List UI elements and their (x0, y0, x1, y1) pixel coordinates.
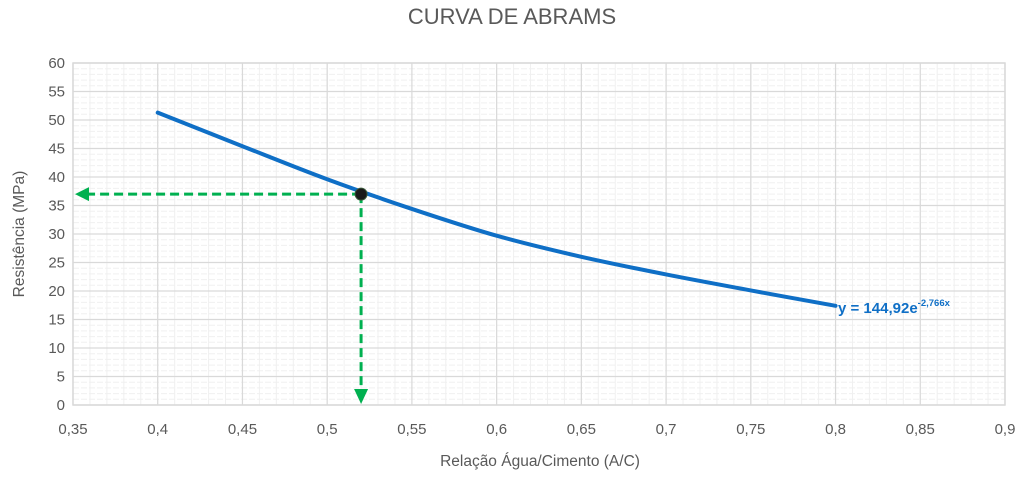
x-tick-label: 0,7 (656, 421, 677, 438)
x-tick-label: 0,8 (825, 421, 846, 438)
trendline-equation: y = 144,92e-2,766x (838, 298, 951, 317)
y-tick-label: 40 (48, 169, 65, 186)
highlight-point (354, 187, 368, 201)
x-tick-label: 0,55 (397, 421, 426, 438)
x-tick-label: 0,85 (906, 421, 935, 438)
series-line (155, 110, 838, 308)
x-tick-label: 0,5 (317, 421, 338, 438)
y-tick-label: 35 (48, 198, 65, 215)
x-tick-label: 0,35 (58, 421, 87, 438)
y-tick-label: 60 (48, 55, 65, 72)
left-arrowhead-icon (75, 187, 89, 202)
y-tick-label: 20 (48, 283, 65, 300)
x-tick-label: 0,9 (995, 421, 1016, 438)
down-arrowhead-icon (354, 389, 369, 404)
x-tick-label: 0,65 (567, 421, 596, 438)
plot-area-border (72, 62, 1006, 406)
y-tick-label: 5 (57, 369, 65, 386)
x-axis-title: Relação Água/Cimento (A/C) (440, 453, 640, 470)
x-tick-label: 0,75 (736, 421, 765, 438)
x-tick-label: 0,6 (486, 421, 507, 438)
guide-arrows (75, 187, 369, 404)
chart-title: CURVA DE ABRAMS (407, 4, 617, 29)
y-tick-label: 55 (48, 84, 65, 101)
y-tick-label: 15 (48, 312, 65, 329)
y-tick-label: 50 (48, 112, 65, 129)
equation-exponent: -2,766x (918, 298, 951, 309)
y-tick-label: 45 (48, 141, 65, 158)
y-axis-ticks: 0 5 10 15 20 25 30 35 40 45 50 55 60 (48, 55, 65, 414)
y-tick-label: 0 (57, 397, 65, 414)
x-tick-label: 0,4 (147, 421, 168, 438)
equation-base: y = 144,92e (838, 300, 918, 317)
x-axis-ticks: 0,35 0,4 0,45 0,5 0,55 0,6 0,65 0,7 0,75 0,8 0,85 0… (58, 421, 1015, 438)
y-tick-label: 10 (48, 340, 65, 357)
y-axis-title: Resistência (MPa) (11, 171, 28, 298)
y-tick-label: 25 (48, 255, 65, 272)
y-tick-label: 30 (48, 226, 65, 243)
x-tick-label: 0,45 (228, 421, 257, 438)
